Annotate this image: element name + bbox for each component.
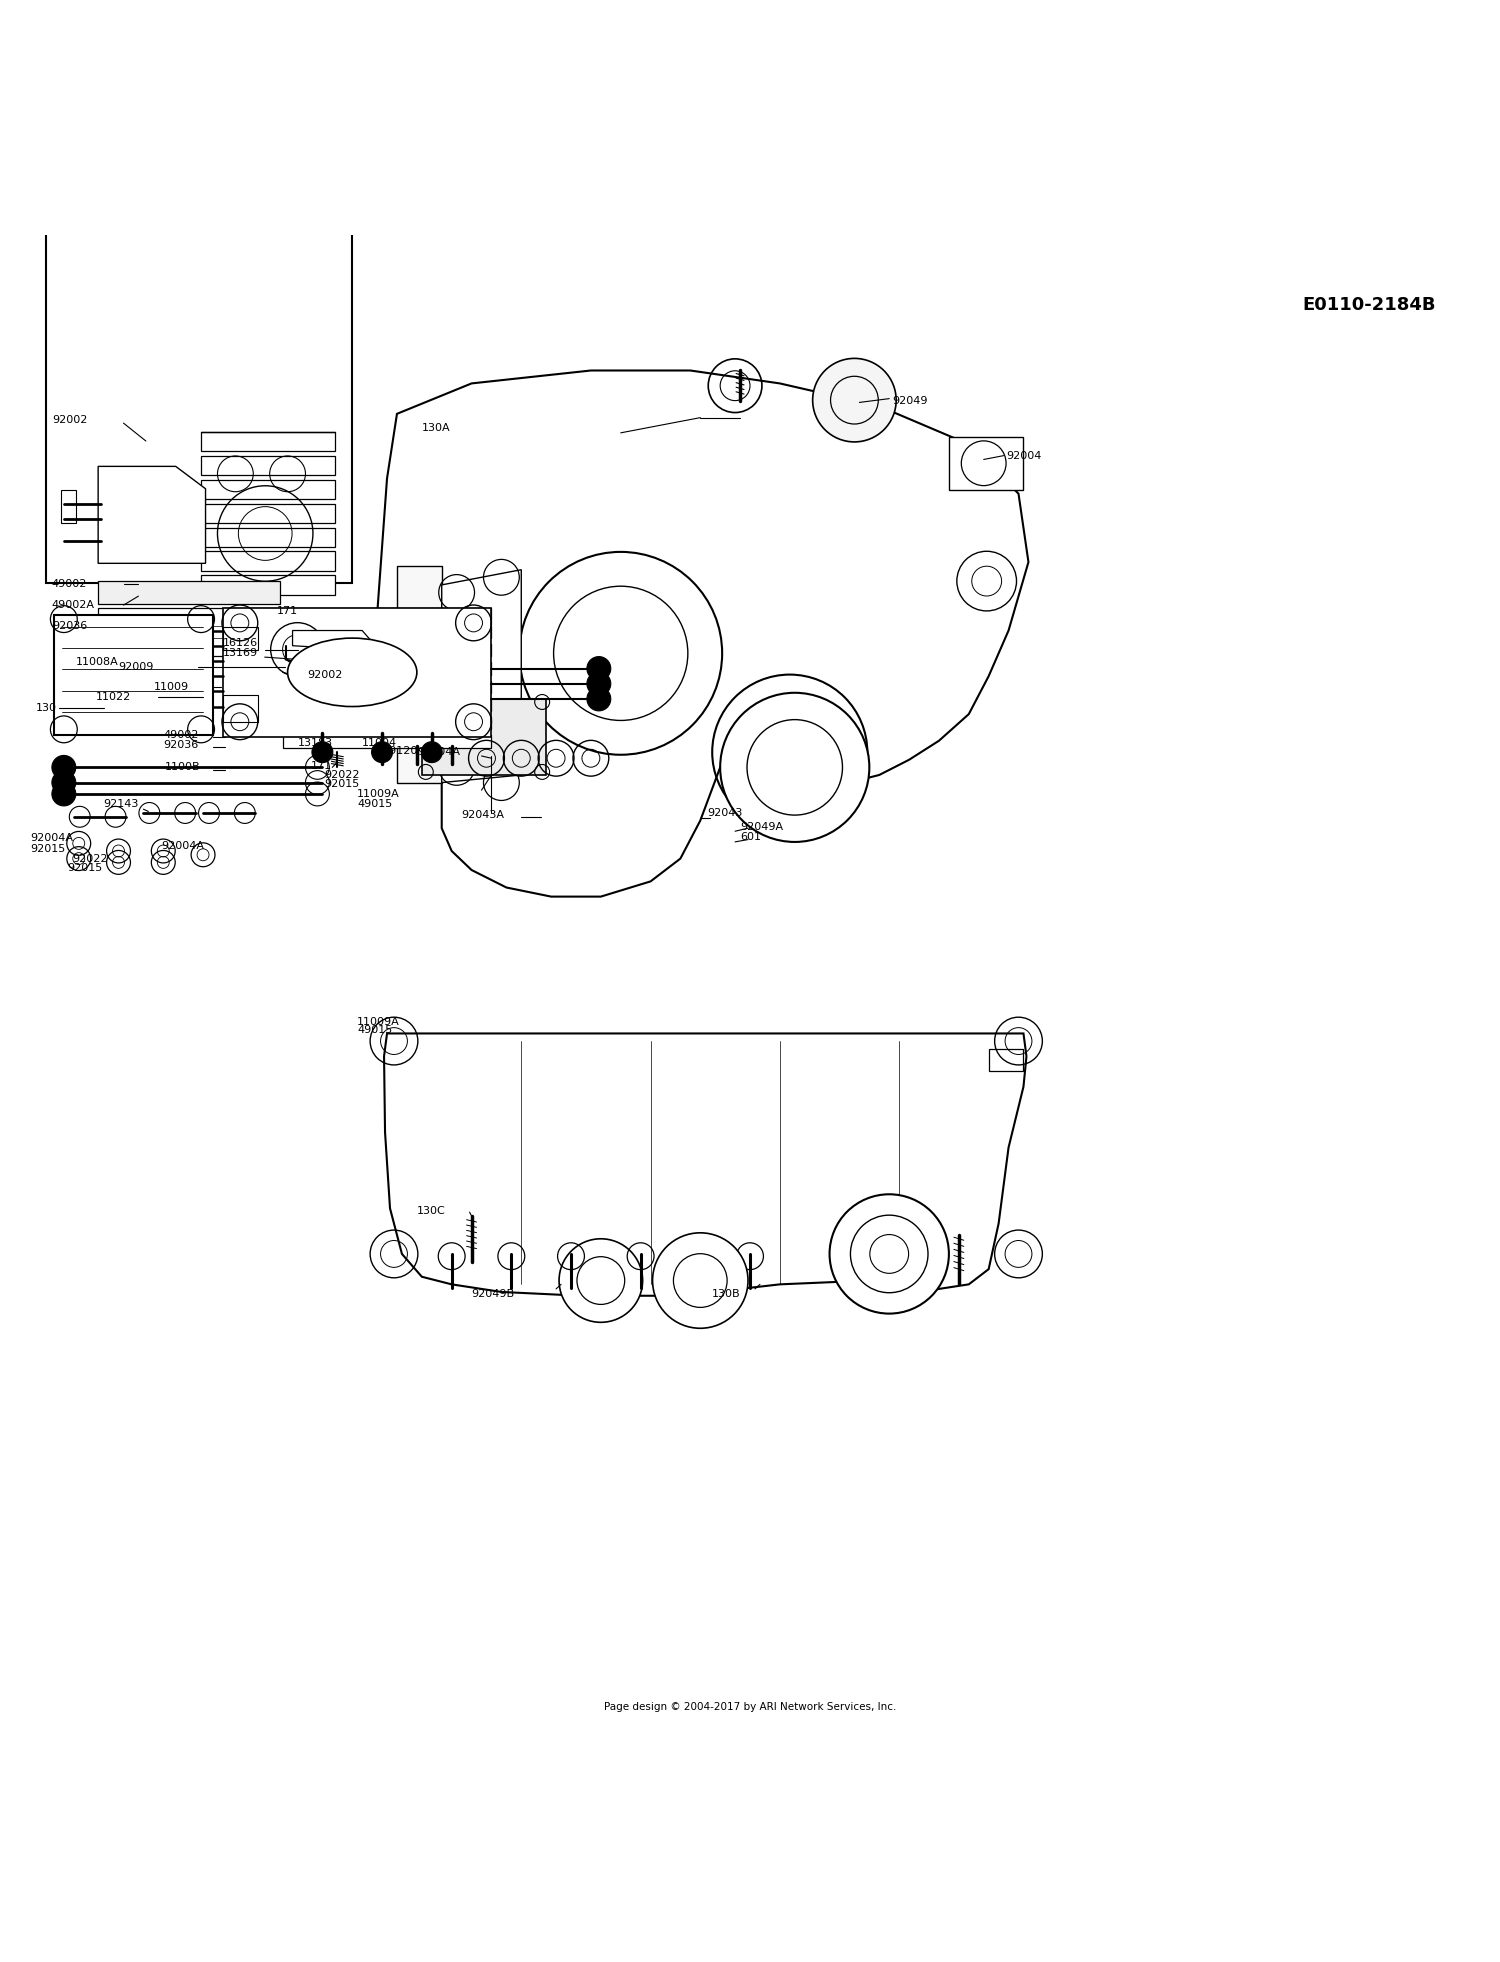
Text: 92043A: 92043A [462, 810, 504, 820]
Bar [54, 698, 81, 716]
Text: 11009A: 11009A [357, 789, 401, 799]
Text: 1100B: 1100B [165, 763, 201, 773]
Bar [282, 736, 492, 748]
Bar [54, 683, 81, 700]
Bar [201, 455, 336, 475]
Polygon shape [54, 616, 213, 736]
Circle shape [422, 742, 442, 763]
Text: 171: 171 [310, 761, 332, 771]
Text: 92022: 92022 [324, 769, 360, 781]
Text: 92043: 92043 [706, 808, 742, 818]
Circle shape [53, 783, 76, 806]
Polygon shape [384, 1034, 1026, 1295]
Text: 49002: 49002 [53, 579, 87, 589]
Text: 92009: 92009 [118, 661, 154, 673]
Text: 92022: 92022 [72, 853, 108, 863]
Circle shape [312, 742, 333, 763]
Text: 16126: 16126 [224, 638, 258, 647]
Circle shape [586, 657, 610, 681]
Text: 130A: 130A [422, 422, 450, 432]
Bar [282, 626, 492, 638]
Text: Page design © 2004-2017 by ARI Network Services, Inc.: Page design © 2004-2017 by ARI Network S… [604, 1703, 896, 1713]
Text: 11009: 11009 [153, 681, 189, 693]
Text: 11009A: 11009A [357, 1016, 401, 1026]
Polygon shape [376, 371, 1029, 897]
Text: 130C: 130C [417, 1205, 446, 1216]
Text: 92004A: 92004A [30, 834, 74, 844]
Circle shape [53, 771, 76, 795]
Bar [282, 663, 492, 675]
Text: 49002: 49002 [164, 730, 198, 740]
Text: 130: 130 [36, 702, 57, 712]
Ellipse shape [288, 638, 417, 706]
Polygon shape [98, 467, 206, 563]
Text: 11022: 11022 [96, 693, 130, 702]
Bar [988, 1048, 1023, 1071]
Text: 49002A: 49002A [53, 600, 94, 610]
Bar [201, 432, 336, 451]
Bar [201, 504, 336, 524]
Bar [201, 551, 336, 571]
Bar [224, 626, 258, 649]
Bar [62, 490, 76, 524]
Bar [201, 481, 336, 498]
Polygon shape [292, 630, 372, 649]
Text: 92004A: 92004A [162, 840, 204, 852]
Bar [282, 698, 492, 710]
Text: 601: 601 [740, 832, 760, 842]
Text: 92036: 92036 [164, 740, 198, 749]
Circle shape [53, 755, 76, 779]
Circle shape [830, 1195, 950, 1315]
Text: 49015: 49015 [357, 799, 393, 808]
Text: 92002: 92002 [308, 669, 344, 679]
Circle shape [586, 671, 610, 697]
Bar [54, 667, 81, 685]
Bar [201, 528, 336, 547]
Text: 92004A: 92004A [417, 748, 460, 757]
Text: 92049A: 92049A [740, 822, 783, 832]
Bar [282, 681, 492, 693]
Polygon shape [422, 698, 546, 775]
Bar [46, 222, 351, 583]
Polygon shape [98, 581, 280, 604]
Circle shape [560, 1238, 642, 1322]
Text: 92049: 92049 [892, 396, 927, 406]
Polygon shape [224, 608, 492, 738]
Circle shape [720, 693, 870, 842]
Bar [201, 575, 336, 594]
Bar [282, 608, 492, 620]
Text: 13183: 13183 [297, 738, 333, 748]
Text: 130B: 130B [712, 1289, 741, 1299]
Bar [950, 438, 1023, 490]
Text: 92015: 92015 [324, 779, 360, 789]
Circle shape [586, 687, 610, 710]
Text: 13169: 13169 [224, 647, 258, 659]
Text: 92049B: 92049B [471, 1289, 514, 1299]
Bar [54, 651, 81, 669]
Circle shape [813, 359, 895, 441]
Bar [282, 644, 492, 657]
Text: 92143: 92143 [104, 799, 140, 808]
Text: 11008A: 11008A [76, 657, 118, 667]
Text: 92015: 92015 [68, 863, 102, 873]
Text: 171: 171 [278, 606, 298, 616]
Polygon shape [98, 608, 280, 655]
Text: 11004: 11004 [362, 738, 398, 748]
Text: 92002: 92002 [53, 416, 87, 426]
Bar [282, 718, 492, 730]
Bar [224, 695, 258, 722]
Bar [54, 622, 81, 640]
Text: 49120·A: 49120·A [382, 746, 429, 755]
Text: 92036: 92036 [53, 622, 87, 632]
Text: E0110-2184B: E0110-2184B [1302, 296, 1436, 314]
Polygon shape [398, 565, 441, 783]
Circle shape [372, 742, 393, 763]
Circle shape [652, 1232, 748, 1328]
Bar [54, 638, 81, 655]
Text: 92004: 92004 [1007, 451, 1042, 461]
Text: 49015: 49015 [357, 1024, 393, 1034]
Text: 92015: 92015 [30, 844, 66, 855]
Polygon shape [441, 569, 522, 783]
